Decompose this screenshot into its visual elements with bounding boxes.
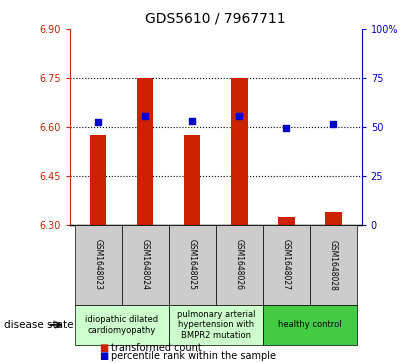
Text: idiopathic dilated
cardiomyopathy: idiopathic dilated cardiomyopathy bbox=[85, 315, 158, 335]
Bar bbox=[137, 78, 153, 225]
Bar bbox=[325, 212, 342, 225]
Bar bbox=[263, 305, 357, 345]
Point bbox=[236, 113, 242, 119]
Text: GSM1648023: GSM1648023 bbox=[94, 240, 103, 290]
Text: GSM1648028: GSM1648028 bbox=[329, 240, 338, 290]
Bar bbox=[122, 225, 169, 305]
Text: GSM1648026: GSM1648026 bbox=[235, 240, 244, 290]
Text: GSM1648024: GSM1648024 bbox=[141, 240, 150, 290]
Bar bbox=[216, 225, 263, 305]
Bar bbox=[231, 78, 247, 225]
Bar bbox=[278, 217, 295, 225]
Bar bbox=[169, 225, 216, 305]
Point bbox=[95, 119, 102, 125]
Text: GSM1648027: GSM1648027 bbox=[282, 240, 291, 290]
Bar bbox=[74, 305, 169, 345]
Point bbox=[283, 126, 290, 131]
Bar bbox=[169, 305, 263, 345]
Bar bbox=[263, 225, 310, 305]
Text: disease state: disease state bbox=[4, 320, 74, 330]
Title: GDS5610 / 7967711: GDS5610 / 7967711 bbox=[145, 11, 286, 25]
Text: ■: ■ bbox=[99, 351, 108, 361]
Point bbox=[330, 122, 337, 127]
Text: percentile rank within the sample: percentile rank within the sample bbox=[111, 351, 276, 361]
Bar bbox=[310, 225, 357, 305]
Text: pulmonary arterial
hypertension with
BMPR2 mutation: pulmonary arterial hypertension with BMP… bbox=[177, 310, 255, 340]
Bar bbox=[74, 225, 122, 305]
Bar bbox=[184, 135, 201, 225]
Point bbox=[142, 113, 148, 119]
Text: transformed count: transformed count bbox=[111, 343, 202, 353]
Point bbox=[189, 118, 196, 124]
Text: ■: ■ bbox=[99, 343, 108, 353]
Text: GSM1648025: GSM1648025 bbox=[188, 240, 197, 290]
Bar bbox=[90, 135, 106, 225]
Text: healthy control: healthy control bbox=[278, 321, 342, 329]
